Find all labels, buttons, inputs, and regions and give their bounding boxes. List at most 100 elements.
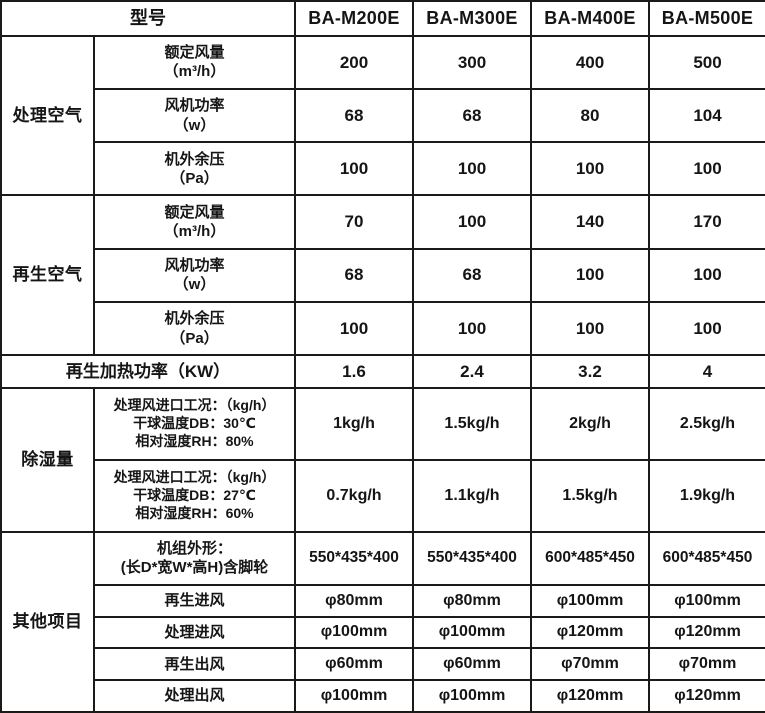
item-label-line2: （Pa） — [170, 169, 219, 187]
cell-value: 100 — [648, 247, 765, 303]
group-label-other-items: 其他项目 — [0, 530, 95, 713]
item-label-line2: （m³/h） — [163, 223, 226, 241]
table-row: 其他项目 机组外形： (长D*宽W*高H)含脚轮 550*435*400 550… — [0, 530, 765, 713]
cell-value: φ60mm — [412, 647, 532, 682]
cell-value: 100 — [412, 194, 532, 250]
item-label-line1: 机外余压 — [164, 150, 225, 168]
cell-value: 4 — [648, 354, 765, 390]
cell-value: 1.9kg/h — [648, 459, 765, 533]
condition-line3: 相对湿度RH：60% — [135, 504, 254, 521]
cell-value: 500 — [648, 34, 765, 91]
cell-value: 550*435*400 — [412, 530, 532, 586]
table-row: 处理出风 φ100mm φ100mm φ120mm φ120mm — [1, 679, 765, 713]
item-label: 再生出风 — [93, 647, 296, 682]
cell-value: φ100mm — [412, 615, 532, 650]
condition-label: 处理风进口工况：（kg/h） 干球温度DB：30℃ 相对湿度RH：80% — [93, 387, 296, 462]
cell-value: 600*485*450 — [530, 530, 650, 586]
item-label-line1: 风机功率 — [164, 257, 225, 275]
item-label-line1: 额定风量 — [164, 203, 225, 221]
cell-value: φ70mm — [648, 647, 765, 682]
item-label: 机组外形： (长D*宽W*高H)含脚轮 — [93, 530, 296, 586]
cell-value: 550*435*400 — [294, 530, 414, 586]
cell-value: 100 — [294, 300, 414, 357]
cell-value: 68 — [412, 247, 532, 303]
condition-line3: 相对湿度RH：80% — [135, 433, 254, 450]
cell-value: 400 — [530, 34, 650, 91]
cell-value: 70 — [294, 194, 414, 250]
cell-value: 104 — [648, 88, 765, 144]
item-label: 风机功率 （w） — [93, 247, 296, 303]
cell-value: φ120mm — [648, 615, 765, 650]
item-label: 机外余压 （Pa） — [93, 300, 296, 357]
cell-value: φ100mm — [530, 583, 650, 618]
cell-value: 140 — [530, 194, 650, 250]
cell-value: φ100mm — [412, 679, 532, 713]
cell-value: φ120mm — [530, 679, 650, 713]
item-label: 处理进风 — [93, 615, 296, 650]
condition-line2: 干球温度DB：27℃ — [133, 486, 256, 503]
condition-line1: 处理风进口工况：（kg/h） — [113, 397, 276, 414]
cell-value: 100 — [530, 300, 650, 357]
group-label-dehumidification: 除湿量 — [0, 387, 95, 533]
cell-value: 2.5kg/h — [648, 387, 765, 462]
cell-value: 170 — [648, 194, 765, 250]
group-label-process-air: 处理空气 — [0, 34, 95, 197]
item-label: 额定风量 （m³/h） — [93, 34, 296, 91]
cell-value: 300 — [412, 34, 532, 91]
item-label-line2: （Pa） — [170, 329, 219, 347]
item-label: 风机功率 （w） — [93, 88, 296, 144]
item-label-line1: 机组外形： — [156, 540, 232, 558]
table-row: 处理空气 额定风量 （m³/h） 200 300 400 500 — [0, 34, 765, 197]
item-label: 再生进风 — [93, 583, 296, 618]
item-label-line2: (长D*宽W*高H)含脚轮 — [120, 559, 269, 577]
cell-value: 1.1kg/h — [412, 459, 532, 533]
table-row: 再生空气 额定风量 （m³/h） 70 100 140 170 — [0, 194, 765, 357]
cell-value: 2.4 — [412, 354, 532, 390]
group-label-regeneration-air: 再生空气 — [0, 194, 95, 357]
cell-value: 3.2 — [530, 354, 650, 390]
table-row: 处理进风 φ100mm φ100mm φ120mm φ120mm — [1, 615, 765, 650]
cell-value: 80 — [530, 88, 650, 144]
table-row: 风机功率 （w） 68 68 100 100 — [1, 247, 765, 303]
cell-value: 1.6 — [294, 354, 414, 390]
table-row: 再生进风 φ80mm φ80mm φ100mm φ100mm — [1, 583, 765, 618]
cell-value: 100 — [412, 141, 532, 197]
condition-line1: 处理风进口工况：（kg/h） — [113, 468, 276, 485]
cell-value: 100 — [530, 247, 650, 303]
item-label-line2: （w） — [173, 276, 216, 294]
item-label: 处理出风 — [93, 679, 296, 713]
table-row: 机外余压 （Pa） 100 100 100 100 — [1, 141, 765, 197]
table-header-row: 型号 BA-M200E BA-M300E BA-M400E BA-M500E — [0, 0, 765, 37]
cell-value: φ100mm — [648, 583, 765, 618]
table-row-heating-power: 再生加热功率（KW） 1.6 2.4 3.2 4 — [0, 354, 765, 390]
cell-value: 0.7kg/h — [294, 459, 414, 533]
cell-value: 1.5kg/h — [530, 459, 650, 533]
condition-label: 处理风进口工况：（kg/h） 干球温度DB：27℃ 相对湿度RH：60% — [93, 459, 296, 533]
cell-value: φ70mm — [530, 647, 650, 682]
cell-value: 100 — [530, 141, 650, 197]
cell-value: 600*485*450 — [648, 530, 765, 586]
table-row: 处理风进口工况：（kg/h） 干球温度DB：27℃ 相对湿度RH：60% 0.7… — [1, 459, 765, 533]
model-header-3: BA-M400E — [530, 0, 650, 37]
cell-value: φ60mm — [294, 647, 414, 682]
item-label-line2: （m³/h） — [163, 63, 226, 81]
cell-value: φ80mm — [294, 583, 414, 618]
cell-value: 100 — [294, 141, 414, 197]
table-row: 除湿量 处理风进口工况：（kg/h） 干球温度DB：30℃ 相对湿度RH：80%… — [0, 387, 765, 533]
cell-value: 1.5kg/h — [412, 387, 532, 462]
condition-line2: 干球温度DB：30℃ — [133, 415, 256, 432]
cell-value: 1kg/h — [294, 387, 414, 462]
cell-value: φ100mm — [294, 615, 414, 650]
model-header-1: BA-M200E — [294, 0, 414, 37]
item-label-line1: 额定风量 — [164, 44, 225, 62]
cell-value: 68 — [294, 247, 414, 303]
cell-value: 200 — [294, 34, 414, 91]
cell-value: φ120mm — [648, 679, 765, 713]
model-header-4: BA-M500E — [648, 0, 765, 37]
header-title: 型号 — [0, 0, 296, 37]
item-label-line1: 风机功率 — [164, 97, 225, 115]
cell-value: 100 — [648, 300, 765, 357]
item-label: 额定风量 （m³/h） — [93, 194, 296, 250]
item-label: 机外余压 （Pa） — [93, 141, 296, 197]
